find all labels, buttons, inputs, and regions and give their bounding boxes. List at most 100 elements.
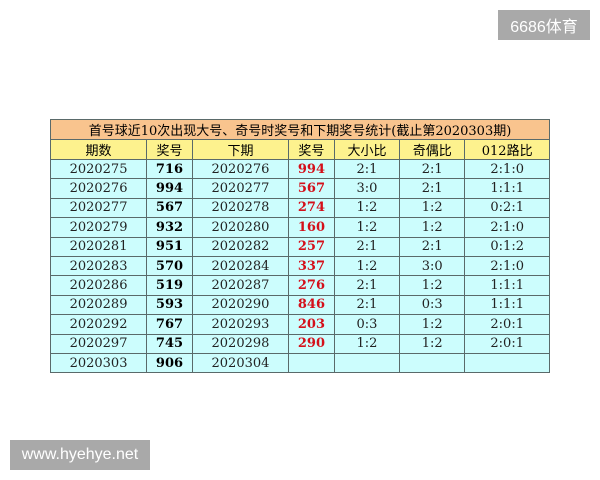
lottery-stats-table: 首号球近10次出现大号、奇号时奖号和下期奖号统计(截止第2020303期) 期数… [49,119,550,374]
cell-012-ratio: 2:1:0 [464,217,550,238]
cell-period: 2020303 [49,352,148,374]
cell-next-period: 2020282 [191,236,290,257]
cell-big-small-ratio: 1:2 [333,217,401,238]
cell-big-small-ratio: 1:2 [333,255,401,277]
table-title: 首号球近10次出现大号、奇号时奖号和下期奖号统计(截止第2020303期) [50,119,550,140]
cell-next-winning-number: 337 [288,255,335,277]
cell-next-period: 2020304 [191,352,290,374]
cell-period: 2020292 [49,314,148,335]
cell-next-period: 2020278 [191,197,290,219]
cell-odd-even-ratio: 2:1 [399,236,466,257]
cell-winning-number: 906 [146,352,193,374]
table-row: 2020297 745 2020298 290 1:2 1:2 2:0:1 [49,333,550,354]
cell-next-winning-number: 276 [288,275,335,296]
cell-next-winning-number: 994 [288,158,335,180]
cell-odd-even-ratio: 3:0 [399,255,466,277]
cell-winning-number: 570 [146,255,193,277]
watermark-bottom-left: www.hyehye.net [10,440,150,470]
cell-odd-even-ratio: 1:2 [399,275,466,296]
cell-winning-number: 567 [146,197,193,219]
table-row: 2020292 767 2020293 203 0:3 1:2 2:0:1 [49,314,550,335]
cell-012-ratio: 1:1:1 [464,294,550,316]
table-row: 2020277 567 2020278 274 1:2 1:2 0:2:1 [49,197,550,219]
cell-odd-even-ratio: 2:1 [399,178,466,199]
cell-012-ratio: 2:0:1 [464,333,550,354]
table-row: 2020289 593 2020290 846 2:1 0:3 1:1:1 [49,294,550,316]
table-row: 2020281 951 2020282 257 2:1 2:1 0:1:2 [49,236,550,257]
cell-odd-even-ratio [399,352,466,374]
cell-next-winning-number [288,352,335,374]
table-row: 2020279 932 2020280 160 1:2 1:2 2:1:0 [49,217,550,238]
header-odd-even-ratio: 奇偶比 [399,139,466,160]
table-row: 2020303 906 2020304 [49,352,550,374]
cell-012-ratio: 0:1:2 [464,236,550,257]
cell-next-period: 2020276 [191,158,290,180]
cell-odd-even-ratio: 1:2 [399,197,466,219]
cell-period: 2020277 [49,197,148,219]
cell-012-ratio: 2:1:0 [464,158,550,180]
cell-012-ratio [464,352,550,374]
cell-next-period: 2020284 [191,255,290,277]
cell-odd-even-ratio: 1:2 [399,314,466,335]
cell-big-small-ratio: 2:1 [333,236,401,257]
watermark-top-right: 6686体育 [498,10,590,40]
cell-winning-number: 951 [146,236,193,257]
cell-odd-even-ratio: 1:2 [399,217,466,238]
cell-winning-number: 745 [146,333,193,354]
cell-odd-even-ratio: 2:1 [399,158,466,180]
cell-period: 2020276 [49,178,148,199]
cell-next-winning-number: 160 [288,217,335,238]
cell-next-winning-number: 257 [288,236,335,257]
cell-012-ratio: 0:2:1 [464,197,550,219]
table-row: 2020283 570 2020284 337 1:2 3:0 2:1:0 [49,255,550,277]
cell-next-period: 2020293 [191,314,290,335]
cell-big-small-ratio: 0:3 [333,314,401,335]
header-period: 期数 [49,139,148,160]
cell-next-period: 2020298 [191,333,290,354]
cell-next-winning-number: 274 [288,197,335,219]
cell-next-period: 2020290 [191,294,290,316]
cell-big-small-ratio: 2:1 [333,158,401,180]
cell-winning-number: 519 [146,275,193,296]
cell-period: 2020297 [49,333,148,354]
cell-012-ratio: 1:1:1 [464,275,550,296]
cell-period: 2020279 [49,217,148,238]
cell-odd-even-ratio: 1:2 [399,333,466,354]
cell-next-period: 2020277 [191,178,290,199]
cell-period: 2020289 [49,294,148,316]
cell-next-period: 2020287 [191,275,290,296]
table-row: 2020286 519 2020287 276 2:1 1:2 1:1:1 [49,275,550,296]
cell-big-small-ratio: 3:0 [333,178,401,199]
cell-winning-number: 716 [146,158,193,180]
cell-winning-number: 994 [146,178,193,199]
cell-012-ratio: 2:0:1 [464,314,550,335]
table-row: 2020275 716 2020276 994 2:1 2:1 2:1:0 [49,158,550,180]
cell-period: 2020281 [49,236,148,257]
cell-winning-number: 593 [146,294,193,316]
cell-big-small-ratio: 2:1 [333,275,401,296]
table-header-row: 期数 奖号 下期 奖号 大小比 奇偶比 012路比 [49,139,550,160]
header-012-ratio: 012路比 [464,139,550,160]
cell-next-period: 2020280 [191,217,290,238]
cell-winning-number: 932 [146,217,193,238]
cell-odd-even-ratio: 0:3 [399,294,466,316]
cell-big-small-ratio: 1:2 [333,197,401,219]
cell-winning-number: 767 [146,314,193,335]
cell-big-small-ratio: 1:2 [333,333,401,354]
cell-big-small-ratio [333,352,401,374]
header-next-winning-number: 奖号 [288,139,335,160]
table-row: 2020276 994 2020277 567 3:0 2:1 1:1:1 [49,178,550,199]
cell-next-winning-number: 846 [288,294,335,316]
cell-next-winning-number: 203 [288,314,335,335]
cell-next-winning-number: 290 [288,333,335,354]
header-big-small-ratio: 大小比 [333,139,401,160]
cell-012-ratio: 1:1:1 [464,178,550,199]
cell-next-winning-number: 567 [288,178,335,199]
header-winning-number: 奖号 [146,139,193,160]
cell-012-ratio: 2:1:0 [464,255,550,277]
header-next-period: 下期 [191,139,290,160]
cell-period: 2020286 [49,275,148,296]
cell-big-small-ratio: 2:1 [333,294,401,316]
cell-period: 2020283 [49,255,148,277]
cell-period: 2020275 [49,158,148,180]
